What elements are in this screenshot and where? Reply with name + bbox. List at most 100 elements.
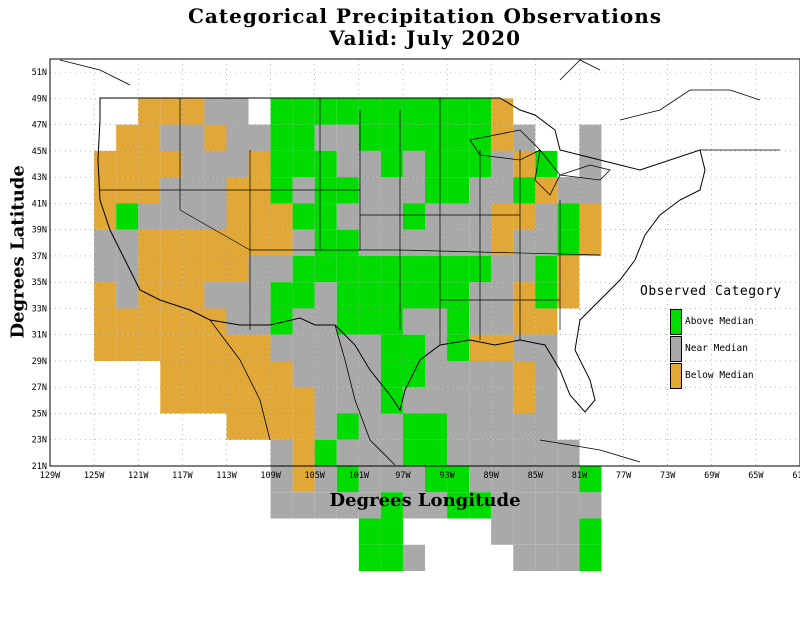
grid-cell (226, 387, 249, 414)
grid-cell (380, 544, 403, 572)
grid-cell (270, 387, 293, 414)
grid-cell (204, 308, 227, 335)
grid-cell (579, 492, 602, 519)
grid-cell (204, 360, 227, 388)
grid-cell (491, 282, 514, 309)
grid-cell (402, 308, 425, 335)
grid-cell (292, 466, 315, 493)
grid-cell (402, 492, 425, 519)
grid-cell (447, 150, 470, 178)
grid-cell (270, 466, 293, 493)
grid-cell (535, 466, 558, 493)
grid-cell (579, 544, 602, 572)
grid-cell (425, 439, 448, 466)
legend-swatch-near (670, 336, 682, 362)
lon-tick-label: 129W (40, 471, 61, 481)
grid-cell (336, 229, 359, 256)
grid-cell (402, 203, 425, 230)
grid-cell (138, 255, 161, 283)
grid-cell (380, 308, 403, 335)
lon-tick-label: 121W (128, 471, 149, 481)
grid-cell (535, 255, 558, 283)
grid-cell (138, 150, 161, 178)
grid-cell (402, 413, 425, 440)
grid-cell (248, 413, 271, 440)
grid-cell (270, 413, 293, 440)
grid-cell (358, 229, 381, 256)
lat-tick-label: 37N (32, 252, 47, 262)
great-lakes (469, 129, 611, 196)
state-borders (100, 98, 601, 345)
grid-cell (491, 255, 514, 283)
grid-cell (447, 308, 470, 335)
grid-cell (314, 466, 337, 493)
grid-cell (358, 544, 381, 572)
grid-cell (491, 387, 514, 414)
grid-cell (469, 413, 492, 440)
grid-cell (491, 308, 514, 335)
grid-cell (513, 544, 536, 572)
grid-cell (94, 334, 117, 361)
grid-cell (160, 150, 183, 178)
grid-cell (182, 334, 205, 361)
grid-cell (579, 177, 602, 204)
grid-cell (535, 229, 558, 256)
grid-cell (358, 308, 381, 335)
grid-cell (425, 98, 448, 125)
grid-cell (380, 229, 403, 256)
grid-cell (513, 282, 536, 309)
grid-cell (336, 466, 359, 493)
grid-cell (314, 360, 337, 388)
grid-cell (535, 282, 558, 309)
grid-cell (270, 255, 293, 283)
grid-cell (226, 308, 249, 335)
grid-cell (380, 492, 403, 519)
grid-cell (182, 98, 205, 125)
grid-cell (182, 229, 205, 256)
grid-cell (425, 124, 448, 151)
grid-cell (447, 439, 470, 466)
grid-cell (402, 544, 425, 572)
grid-cell (204, 229, 227, 256)
grid-cell (425, 387, 448, 414)
grid-cell (557, 255, 580, 283)
grid-cell (402, 387, 425, 414)
grid-cell (447, 203, 470, 230)
grid-cell (336, 282, 359, 309)
grid-cell (116, 229, 139, 256)
grid-cell (579, 150, 602, 178)
grid-cell (292, 255, 315, 283)
grid-cell (292, 98, 315, 125)
chart-title: Categorical Precipitation Observations (187, 4, 662, 28)
lat-tick-label: 29N (32, 357, 47, 367)
grid-cell (292, 492, 315, 519)
lon-tick-label: 61W (792, 471, 800, 481)
grid-cell (491, 518, 514, 545)
grid-cell (469, 439, 492, 466)
grid-cell (447, 255, 470, 283)
lon-tick-label: 73W (660, 471, 676, 481)
grid-cell (535, 360, 558, 388)
grid-cell (358, 124, 381, 151)
grid-cell (402, 439, 425, 466)
grid-cell (314, 413, 337, 440)
grid-cell (425, 360, 448, 388)
grid-cell (248, 282, 271, 309)
grid-cell (248, 255, 271, 283)
grid-cell (248, 308, 271, 335)
grid-cell (425, 150, 448, 178)
grid-cell (116, 150, 139, 178)
lon-tick-label: 97W (395, 471, 411, 481)
grid-cell (182, 124, 205, 151)
lon-tick-label: 85W (528, 471, 544, 481)
grid-cell (314, 229, 337, 256)
lon-tick-label: 81W (572, 471, 588, 481)
grid-cell (314, 387, 337, 414)
plot-frame (49, 58, 800, 467)
lon-tick-label: 65W (748, 471, 764, 481)
grid-cell (425, 308, 448, 335)
lat-tick-label: 51N (32, 68, 47, 78)
grid-cell (226, 150, 249, 178)
grid-cell (160, 255, 183, 283)
lat-tick-label: 25N (32, 409, 47, 419)
